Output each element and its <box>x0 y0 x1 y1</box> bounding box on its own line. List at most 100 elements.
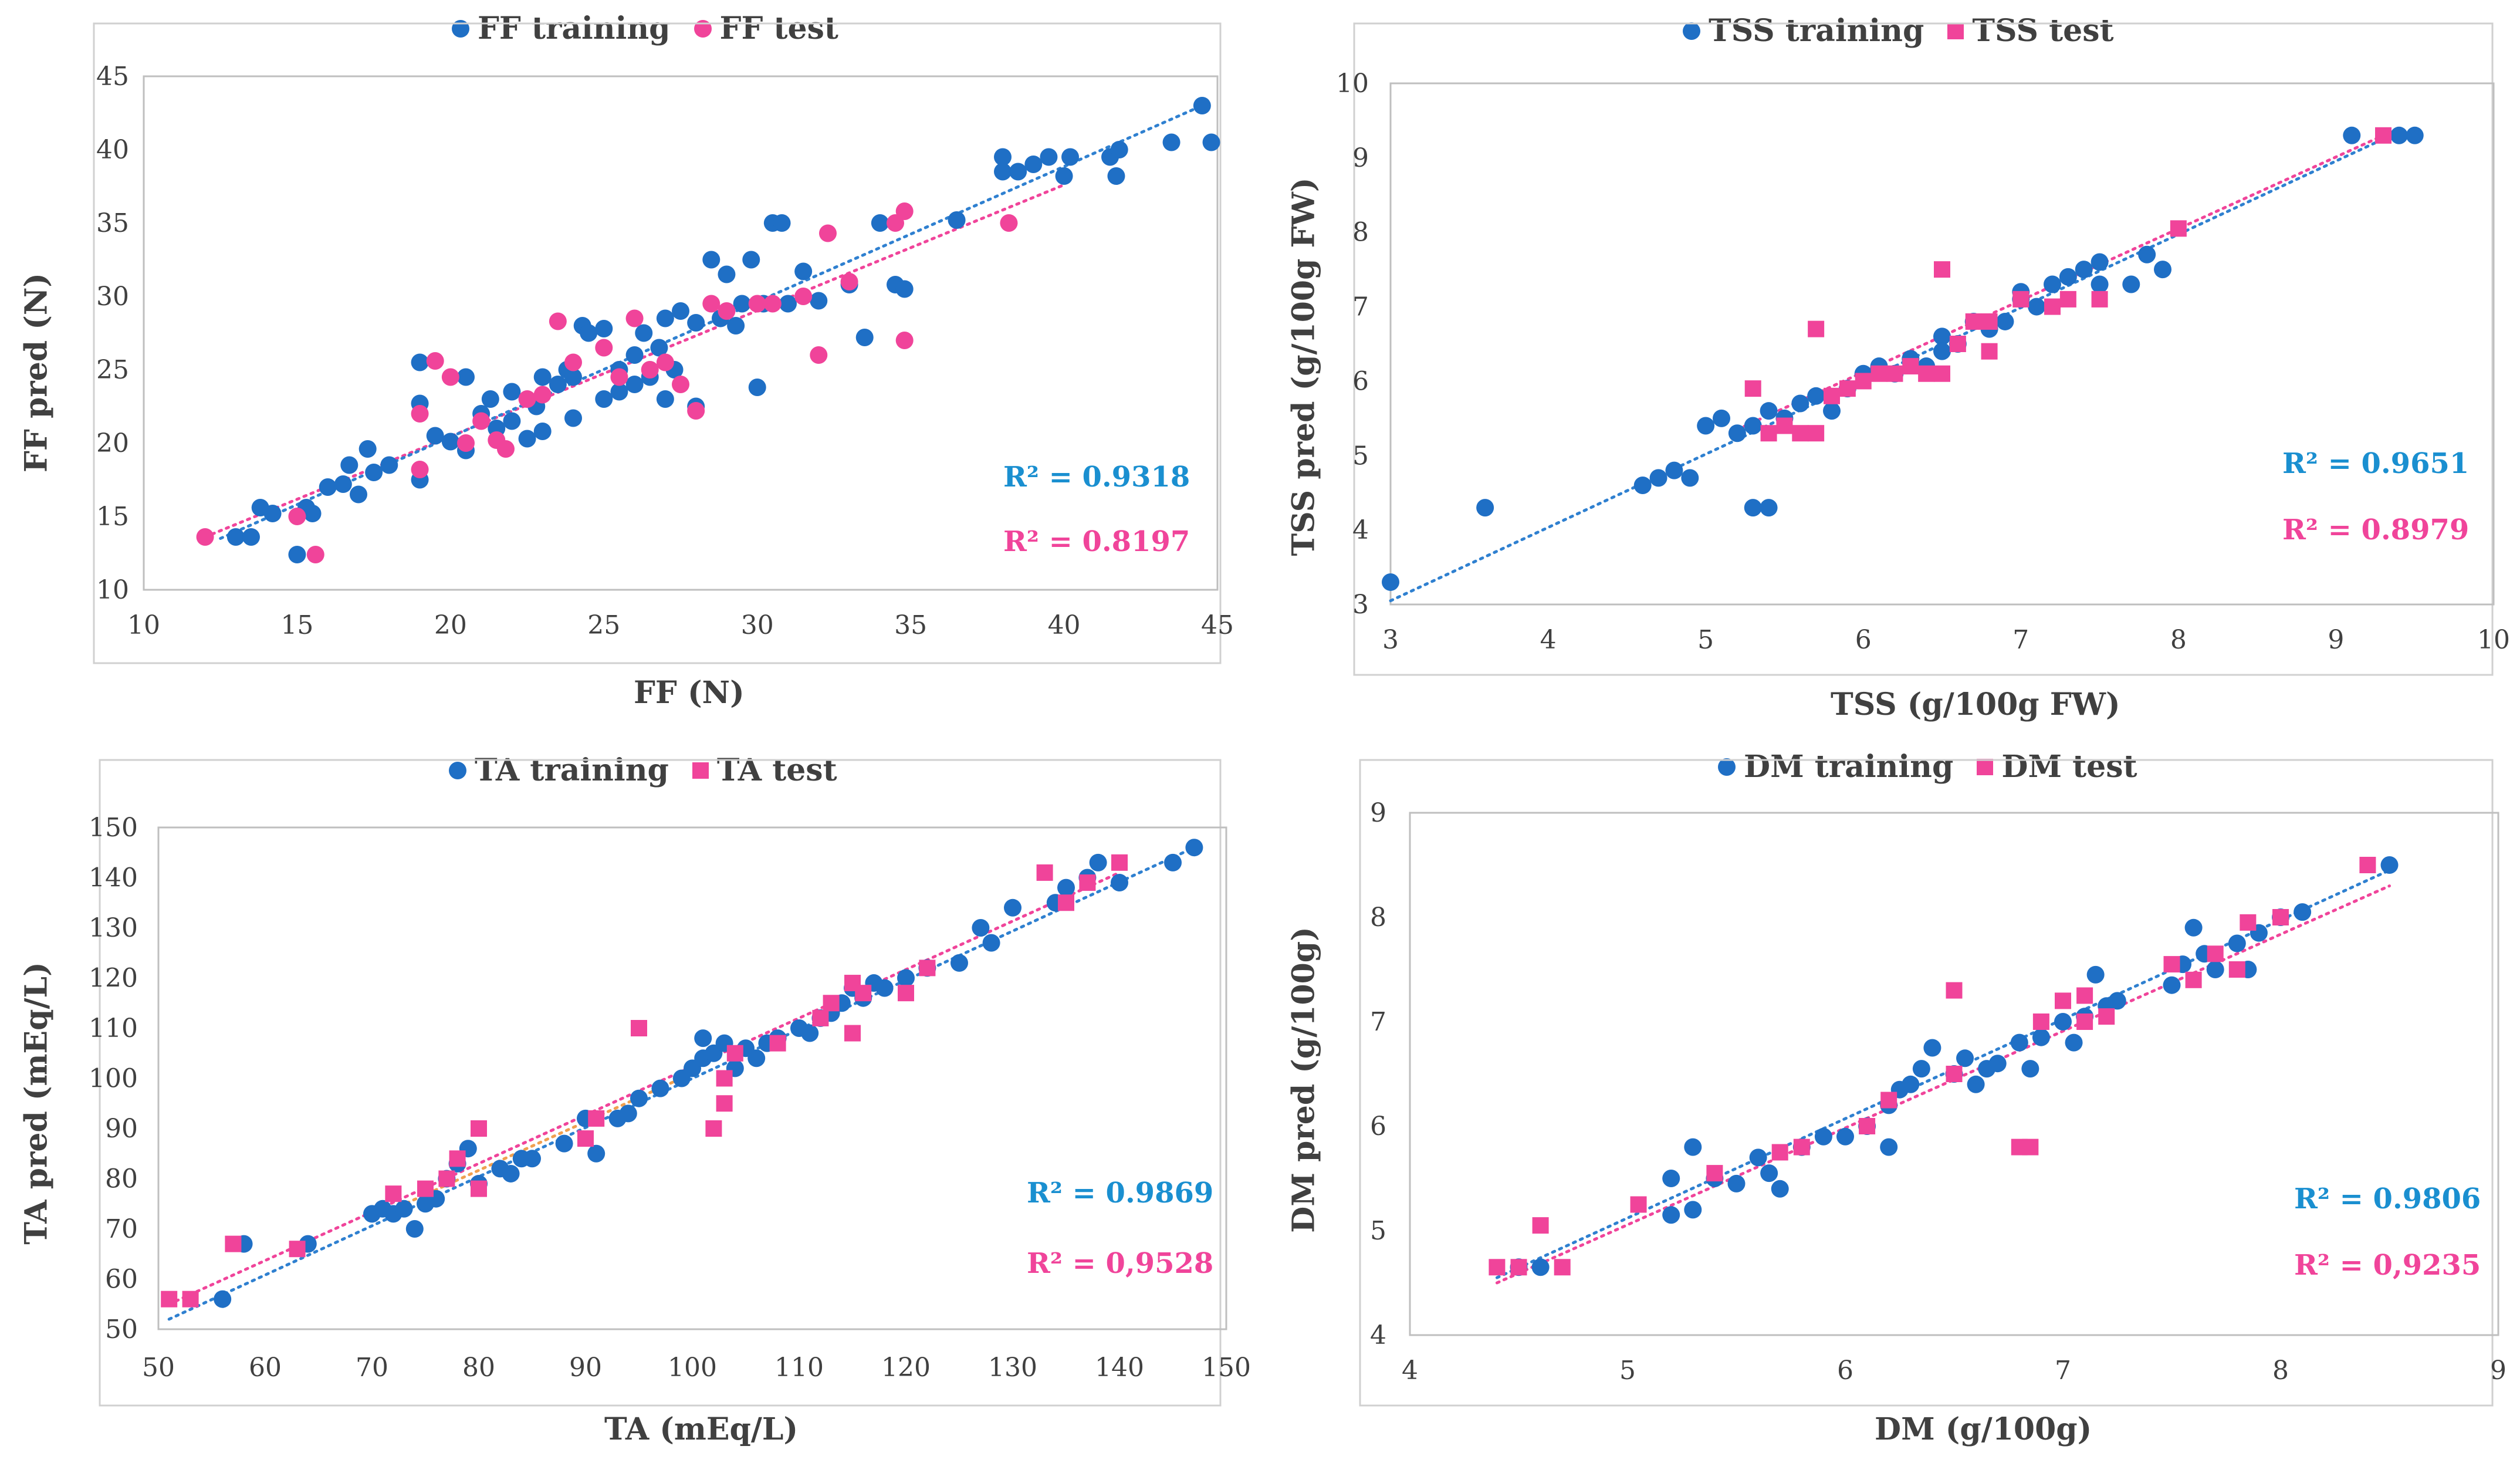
ff-scatter-plot: 10 15 20 25 30 35 40 45 10 15 20 25 30 35 40 45 <box>93 22 1234 664</box>
tss-x-tick-label: 5 <box>1697 625 1714 655</box>
circle-marker-icon <box>449 761 466 779</box>
ta-training-point <box>405 1220 424 1238</box>
ff-y-tick-label: 25 <box>96 355 129 385</box>
dm-training-point <box>1760 1164 1778 1183</box>
ta-training-point <box>1164 853 1182 871</box>
tss-test-point <box>1744 380 1761 397</box>
dm-test-point <box>1489 1259 1506 1276</box>
ta-test-point <box>919 960 936 977</box>
ff-training-point <box>1055 167 1073 185</box>
ta-training-point <box>747 1049 766 1067</box>
ta-test-point <box>385 1185 402 1202</box>
ff-training-point <box>263 505 282 522</box>
ta-test-point <box>1058 894 1074 911</box>
ff-training-point <box>334 475 352 493</box>
ff-training-point <box>319 478 337 496</box>
ff-test-point <box>895 332 914 349</box>
tss-x-tick-label: 6 <box>1855 625 1872 655</box>
ff-training-point <box>303 505 322 522</box>
ta-test-point <box>225 1235 242 1252</box>
tss-chart-border <box>1353 22 2494 676</box>
dm-test-point <box>2098 1008 2115 1025</box>
dm-training-point <box>1880 1138 1898 1156</box>
dm-x-tick-label: 8 <box>2272 1356 2289 1386</box>
tss-training-point <box>1681 469 1699 487</box>
ta-x-tick-label: 50 <box>142 1353 175 1383</box>
tss-x-tick-label: 8 <box>2170 625 2187 655</box>
ff-test-point <box>288 508 306 525</box>
dm-training-point <box>1684 1138 1702 1156</box>
ff-r2-test: R² = 0.8197 <box>1003 525 1190 558</box>
dm-test-point <box>2022 1138 2039 1156</box>
ta-training-point <box>951 954 968 972</box>
dm-y-tick-label: 6 <box>1370 1111 1386 1141</box>
tss-y-tick-label: 6 <box>1352 366 1369 396</box>
dm-training-point <box>1912 1060 1930 1078</box>
ff-test-point <box>641 361 659 379</box>
ta-test-point <box>161 1290 178 1308</box>
ta-training-point <box>897 969 915 987</box>
ff-training-point <box>564 409 582 427</box>
dm-y-tick-label: 8 <box>1370 903 1386 933</box>
ff-training-point <box>625 346 644 364</box>
dm-training-point <box>1771 1180 1789 1198</box>
tss-x-axis-title: TSS (g/100g FW) <box>1831 687 2120 722</box>
dm-legend-test: DM test <box>1977 749 2137 785</box>
ff-test-point <box>518 390 536 408</box>
ff-training-point <box>595 390 613 408</box>
tss-training-point <box>2091 275 2109 293</box>
dm-training-point <box>2054 1013 2072 1031</box>
ta-y-tick-label: 60 <box>105 1265 138 1295</box>
ff-training-point <box>358 440 377 458</box>
dm-test-point <box>1946 982 1963 999</box>
ff-x-tick-label: 45 <box>1201 610 1234 640</box>
ff-test-point <box>610 368 628 386</box>
tss-y-tick-label: 9 <box>1352 143 1369 173</box>
ff-test-point <box>472 412 491 430</box>
tss-test-point <box>1776 417 1793 434</box>
ta-test-point <box>769 1035 786 1052</box>
ta-test-point <box>577 1130 594 1147</box>
ta-y-tick-label: 150 <box>89 813 138 843</box>
ff-training-point <box>1162 133 1180 151</box>
dm-training-point <box>1956 1049 1974 1067</box>
ta-legend: TA training TA test <box>449 752 837 788</box>
ta-training-point <box>1057 879 1075 897</box>
ff-legend: FF training FF test <box>452 11 838 46</box>
tss-test-point <box>2012 290 2029 308</box>
dm-legend-training-label: DM training <box>1744 749 1954 785</box>
ff-y-tick-label: 20 <box>96 428 129 458</box>
dm-x-tick-label: 9 <box>2490 1356 2507 1386</box>
ff-training-point <box>855 329 874 346</box>
ta-training-point <box>694 1029 712 1048</box>
ta-training-point <box>502 1164 520 1183</box>
ff-y-tick-label: 30 <box>96 282 129 312</box>
tss-training-point <box>2059 268 2077 286</box>
ff-training-point <box>635 324 653 342</box>
ff-test-point <box>794 288 813 305</box>
tss-test-point <box>2044 298 2061 315</box>
dm-test-point <box>1630 1196 1647 1213</box>
dm-training-point <box>1727 1174 1746 1192</box>
dm-test-point <box>1880 1092 1897 1109</box>
ff-y-tick-label: 10 <box>96 575 129 605</box>
dm-training-point <box>1836 1127 1854 1146</box>
dm-test-point <box>2240 914 2257 931</box>
ff-training-point <box>948 211 966 229</box>
tss-r2-training: R² = 0.9651 <box>2282 447 2470 480</box>
ff-test-point <box>426 352 444 370</box>
tss-training-point <box>1728 424 1746 442</box>
tss-y-tick-label: 8 <box>1352 218 1369 248</box>
ff-test-point <box>196 528 214 546</box>
ff-plot-area <box>143 75 1219 591</box>
ff-test-point <box>840 273 858 290</box>
tss-test-point <box>1808 320 1825 337</box>
tss-training-point <box>1665 461 1683 479</box>
ff-legend-training: FF training <box>452 11 671 46</box>
tss-training-point <box>2154 261 2171 279</box>
ta-test-point <box>1079 874 1096 891</box>
ta-x-tick-label: 70 <box>356 1353 388 1383</box>
dm-legend: DM training DM test <box>1718 749 2137 785</box>
tss-training-point <box>2138 245 2156 263</box>
ta-y-tick-label: 110 <box>89 1013 138 1043</box>
